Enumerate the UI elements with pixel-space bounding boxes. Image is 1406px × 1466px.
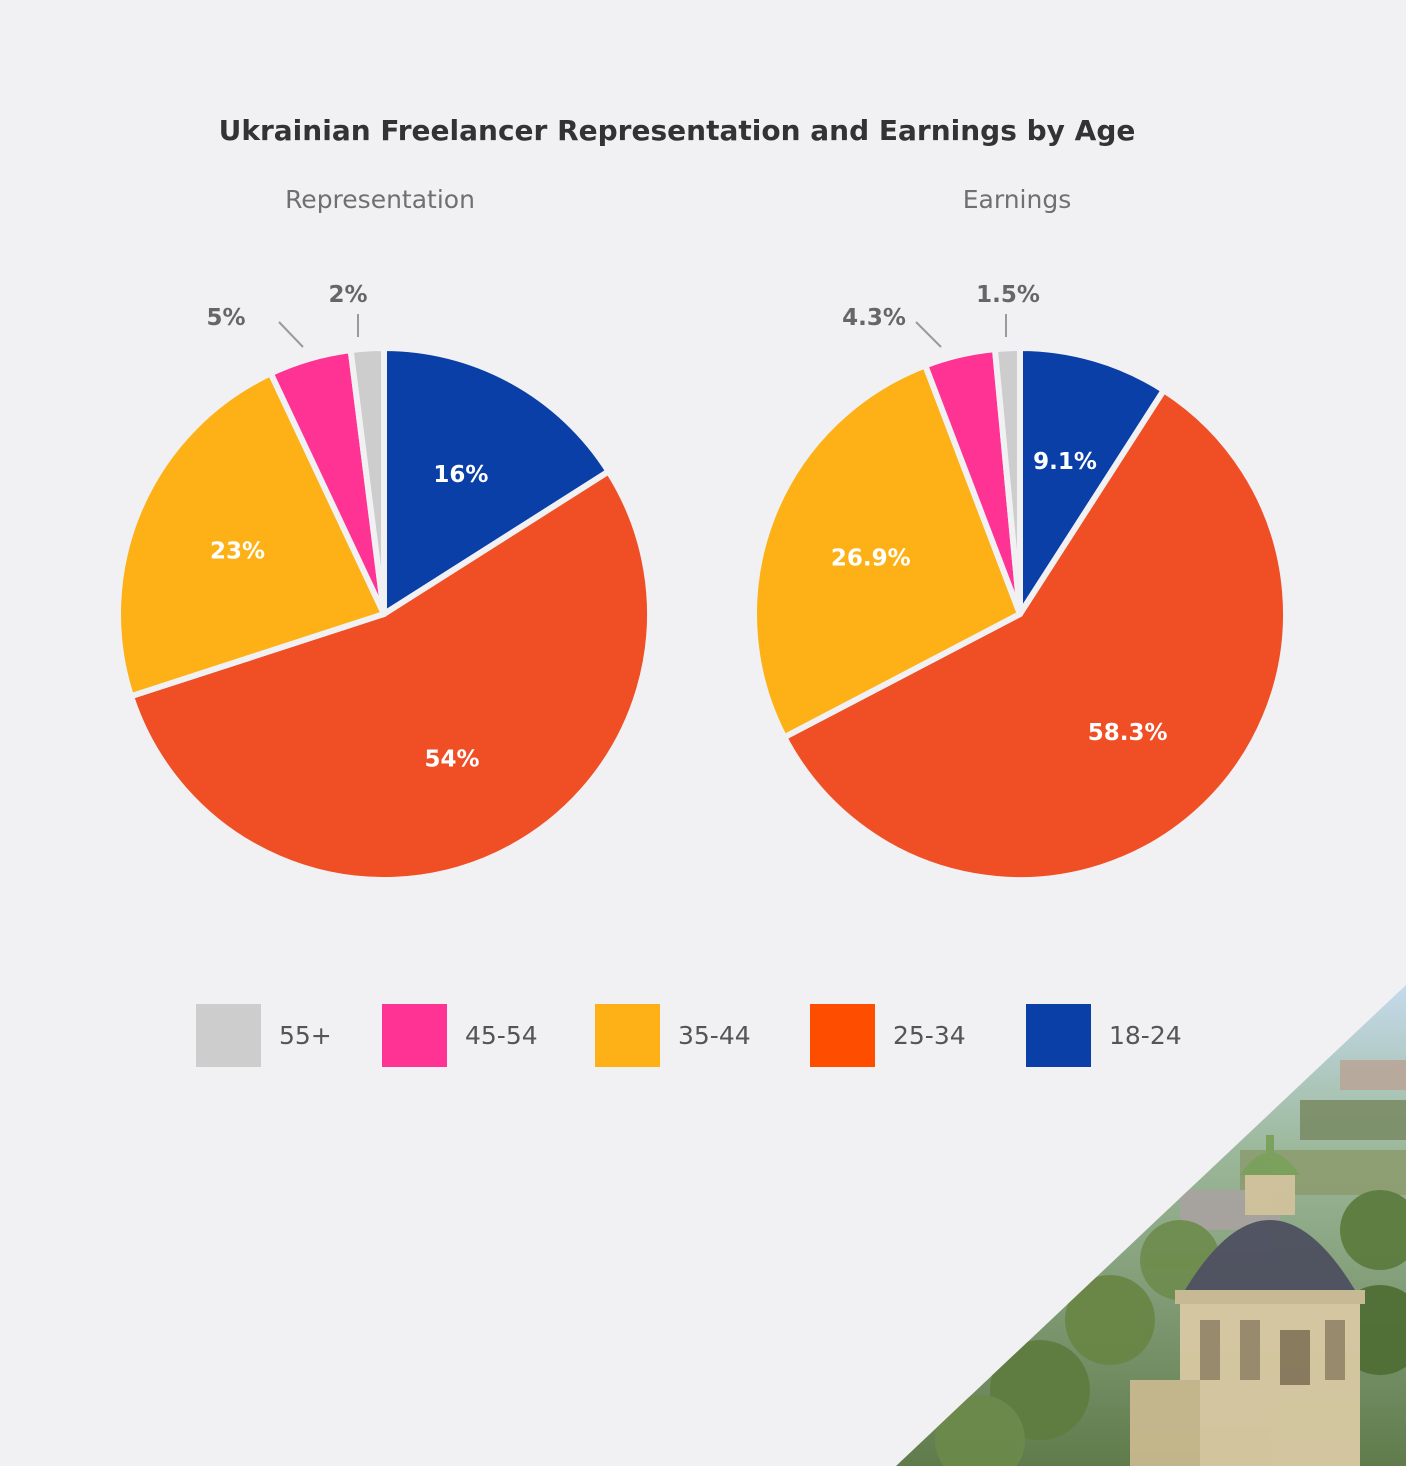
chart-title: Ukrainian Freelancer Representation and … bbox=[219, 114, 1136, 147]
slice-label-45-54: 5% bbox=[206, 305, 245, 331]
pie-slice-35-44 bbox=[751, 362, 1023, 741]
slice-label-18-24: 9.1% bbox=[1033, 449, 1097, 475]
slice-label-55+: 1.5% bbox=[976, 282, 1040, 308]
legend-swatch-25-34 bbox=[810, 1004, 875, 1067]
pie-subtitle-representation: Representation bbox=[285, 185, 475, 214]
slice-label-55+: 2% bbox=[328, 282, 367, 308]
slice-label-25-34: 54% bbox=[424, 746, 479, 772]
legend-label-55+: 55+ bbox=[279, 1021, 332, 1050]
pie-slice-55+ bbox=[991, 345, 1023, 617]
pie-slice-18-24 bbox=[1017, 345, 1167, 617]
slice-label-25-34: 58.3% bbox=[1088, 720, 1168, 746]
leader-line-45-54 bbox=[915, 321, 942, 348]
city-photo-corner bbox=[896, 985, 1406, 1466]
legend-swatch-55+ bbox=[196, 1004, 261, 1067]
slice-label-35-44: 26.9% bbox=[831, 545, 911, 571]
legend-label-25-34: 25-34 bbox=[893, 1021, 966, 1050]
legend-swatch-45-54 bbox=[382, 1004, 447, 1067]
pie-representation: 16% 54% 23% 5% 2% bbox=[115, 282, 653, 883]
pie-slice-35-44 bbox=[115, 370, 387, 700]
pie-subtitle-earnings: Earnings bbox=[963, 185, 1071, 214]
legend-swatch-18-24 bbox=[1026, 1004, 1091, 1067]
slice-label-35-44: 23% bbox=[210, 539, 265, 565]
slice-label-45-54: 4.3% bbox=[842, 305, 906, 331]
legend-label-35-44: 35-44 bbox=[678, 1021, 751, 1050]
legend-label-18-24: 18-24 bbox=[1109, 1021, 1182, 1050]
pie-earnings: 9.1% 58.3% 26.9% 4.3% 1.5% bbox=[751, 282, 1289, 883]
legend-swatch-35-44 bbox=[595, 1004, 660, 1067]
pie-slice-18-24 bbox=[381, 345, 612, 617]
slice-label-18-24: 16% bbox=[433, 462, 488, 488]
pie-slice-25-34 bbox=[128, 468, 653, 883]
pie-slice-55+ bbox=[347, 345, 387, 617]
pie-slice-25-34 bbox=[781, 387, 1289, 883]
leader-line-45-54 bbox=[278, 321, 304, 348]
legend: 55+ 45-54 35-44 25-34 18-24 bbox=[196, 1004, 1182, 1067]
legend-label-45-54: 45-54 bbox=[465, 1021, 538, 1050]
